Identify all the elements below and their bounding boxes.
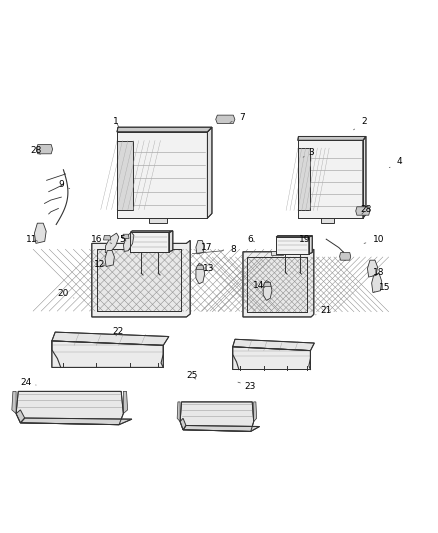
Polygon shape xyxy=(36,144,53,154)
Polygon shape xyxy=(92,240,190,317)
Polygon shape xyxy=(131,243,148,247)
Text: 22: 22 xyxy=(113,327,124,336)
Polygon shape xyxy=(117,127,212,132)
Text: 14: 14 xyxy=(253,281,265,290)
Polygon shape xyxy=(177,402,180,422)
Polygon shape xyxy=(169,231,173,252)
Polygon shape xyxy=(233,339,314,351)
Polygon shape xyxy=(105,233,119,253)
Text: 12: 12 xyxy=(93,260,105,269)
Polygon shape xyxy=(243,249,314,317)
Polygon shape xyxy=(254,402,257,422)
Polygon shape xyxy=(52,332,169,345)
Polygon shape xyxy=(208,127,212,218)
Text: 17: 17 xyxy=(201,243,212,252)
Polygon shape xyxy=(196,240,204,254)
Polygon shape xyxy=(117,141,133,209)
Polygon shape xyxy=(271,251,283,255)
Polygon shape xyxy=(12,391,16,414)
Polygon shape xyxy=(130,231,173,232)
Polygon shape xyxy=(233,347,311,369)
Polygon shape xyxy=(180,418,186,430)
Text: 16: 16 xyxy=(91,235,112,244)
Polygon shape xyxy=(298,136,366,140)
Text: 28: 28 xyxy=(30,147,42,155)
Text: 13: 13 xyxy=(203,264,214,273)
Polygon shape xyxy=(98,249,181,311)
Text: 2: 2 xyxy=(353,117,367,130)
Text: 10: 10 xyxy=(364,235,385,244)
Text: 1: 1 xyxy=(113,117,119,127)
Polygon shape xyxy=(321,218,334,223)
Text: 11: 11 xyxy=(26,235,38,244)
Polygon shape xyxy=(124,232,134,252)
Text: 6: 6 xyxy=(247,235,254,244)
Polygon shape xyxy=(183,425,260,431)
Polygon shape xyxy=(16,410,25,423)
Polygon shape xyxy=(180,402,254,431)
Polygon shape xyxy=(363,136,366,218)
Polygon shape xyxy=(16,391,124,425)
Text: 8: 8 xyxy=(192,245,237,254)
Polygon shape xyxy=(35,223,46,244)
Polygon shape xyxy=(276,236,312,237)
Text: 28: 28 xyxy=(360,205,372,214)
Polygon shape xyxy=(371,273,382,293)
Polygon shape xyxy=(52,341,163,367)
Polygon shape xyxy=(339,253,351,260)
Polygon shape xyxy=(298,148,310,211)
Text: 15: 15 xyxy=(374,283,391,292)
Text: 20: 20 xyxy=(58,289,74,298)
Polygon shape xyxy=(148,218,167,223)
Polygon shape xyxy=(264,282,271,286)
Text: 21: 21 xyxy=(316,306,332,315)
Polygon shape xyxy=(309,236,312,254)
Text: 18: 18 xyxy=(373,268,385,277)
Text: 24: 24 xyxy=(20,378,36,386)
Text: 3: 3 xyxy=(303,149,314,157)
Polygon shape xyxy=(196,265,204,270)
Polygon shape xyxy=(122,234,129,238)
Text: 19: 19 xyxy=(300,235,311,244)
Polygon shape xyxy=(276,237,309,254)
Polygon shape xyxy=(103,236,111,240)
Text: 5: 5 xyxy=(120,235,126,244)
Polygon shape xyxy=(216,115,235,124)
Polygon shape xyxy=(21,418,132,425)
Text: 4: 4 xyxy=(389,157,403,168)
Text: 23: 23 xyxy=(238,382,256,391)
Polygon shape xyxy=(247,257,307,312)
Text: 9: 9 xyxy=(58,180,70,189)
Polygon shape xyxy=(196,263,205,284)
Polygon shape xyxy=(105,251,114,266)
Polygon shape xyxy=(356,207,370,215)
Text: 7: 7 xyxy=(230,113,245,123)
Polygon shape xyxy=(117,132,208,218)
Polygon shape xyxy=(124,391,127,414)
Polygon shape xyxy=(130,232,169,252)
Polygon shape xyxy=(298,140,363,218)
Polygon shape xyxy=(367,260,378,277)
Text: 25: 25 xyxy=(186,372,198,381)
Polygon shape xyxy=(263,281,272,300)
